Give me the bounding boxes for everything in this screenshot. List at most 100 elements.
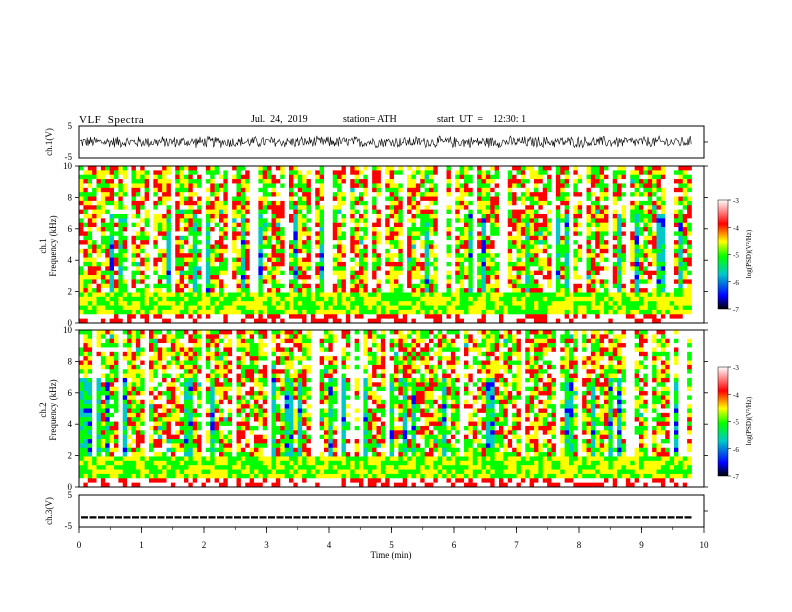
spectrogram-cell [472,266,478,271]
spectrogram-cell [135,305,141,311]
spectrogram-cell [87,222,93,228]
spectrogram-cell [363,222,369,228]
spectrogram-cell [319,266,325,271]
spectrogram-cell [512,170,517,176]
spectrogram-cell [319,261,325,267]
spectrogram-cell [359,283,364,289]
spectrogram-cell [573,187,579,193]
spectrogram-cell [464,196,469,202]
spectrogram-cell [350,174,355,180]
spectrogram-cell [652,200,657,206]
spectrogram-cell [122,205,128,210]
spectrogram-cell [604,240,609,245]
spectrogram-cell [127,196,132,202]
spectrogram-cell [197,244,202,250]
spectrogram-cell [109,288,115,293]
spectrogram-cell [538,174,544,180]
spectrogram-cell [363,283,369,289]
spectrogram-cell [529,213,535,219]
spectrogram-cell [306,196,312,202]
spectrogram-cell [608,187,614,193]
spectrogram-cell [328,292,334,298]
spectrogram-cell [608,266,614,271]
spectrogram-cell [420,253,425,258]
spectrogram-cell [280,305,285,311]
spectrogram-cell [656,257,662,263]
spectrogram-cell [630,314,635,319]
spectrogram-cell [302,166,307,171]
spectrogram-cell [297,266,303,271]
spectrogram-cell [446,270,452,276]
spectrogram-cell [249,166,255,171]
spectrogram-cell [227,196,233,202]
spectrogram-cell [516,266,522,271]
spectrogram-cell [354,296,360,302]
spectrogram-cell [569,166,574,171]
spectrogram-cell [324,196,329,202]
spectrogram-cell [197,296,202,302]
spectrogram-cell [424,266,430,271]
spectrogram-cell [341,266,347,271]
spectrogram-cell [179,231,185,237]
spectrogram-cell [341,231,347,237]
spectrogram-cell [341,174,347,180]
spectrogram-cell [293,174,299,180]
spectrogram-cell [87,200,93,206]
spectrogram-cell [376,288,382,293]
spectrogram-cell [669,209,675,215]
spectrogram-cell [503,288,509,293]
spectrogram-cell [389,309,395,315]
spectrogram-cell [621,275,627,280]
spectrogram-cell [324,261,329,267]
spectrogram-cell [450,179,456,184]
spectrogram-cell [389,170,395,176]
spectrogram-cell [188,283,194,289]
spectrogram-cell [179,240,185,245]
spectrogram-cell [555,179,561,184]
spectrogram-cell [170,192,176,197]
spectrogram-cell [656,279,662,285]
spectrogram-cell [555,187,561,193]
spectrogram-cell [293,240,299,245]
spectrogram-cell [499,283,504,289]
spectrogram-cell [420,218,425,223]
spectrogram-cell [201,240,207,245]
spectrogram-cell [398,231,404,237]
spectrogram-cell [604,170,609,176]
spectrogram-cell [625,231,631,237]
spectrogram-cell [280,248,285,254]
spectrogram-cell [385,314,390,319]
spectrogram-cell [350,200,355,206]
spectrogram-cell [162,266,167,271]
spectrogram-cell [499,222,504,228]
spectrogram-cell [249,235,255,241]
spectrogram-cell [485,257,491,263]
spectrogram-cell [481,266,487,271]
spectrogram-cell [455,170,460,176]
spectrogram-cell [153,270,159,276]
spectrogram-cell [547,235,552,241]
spectrogram-cell [612,248,618,254]
spectrogram-cell [590,253,596,258]
spectrogram-cell [477,318,482,324]
spectrogram-cell [271,283,277,289]
spectrogram-cell [372,257,377,263]
spectrogram-cell [590,296,596,302]
spectrogram-cell [402,218,408,223]
spectrogram-cell [499,200,504,206]
spectrogram-cell [647,248,653,254]
spectrogram-cell [634,314,640,319]
spectrogram-cell [586,200,592,206]
spectrogram-cell [582,318,587,324]
spectrogram-cell [402,279,408,285]
spectrogram-cell [332,179,338,184]
spectrogram-cell [586,196,592,202]
spectrogram-cell [205,170,211,176]
spectrogram-cell [153,283,159,289]
spectrogram-cell [345,183,351,189]
spectrogram-cell [376,314,382,319]
spectrogram-cell [188,205,194,210]
spectrogram-cell [367,192,373,197]
spectrogram-cell [315,222,320,228]
spectrogram-cell [376,283,382,289]
